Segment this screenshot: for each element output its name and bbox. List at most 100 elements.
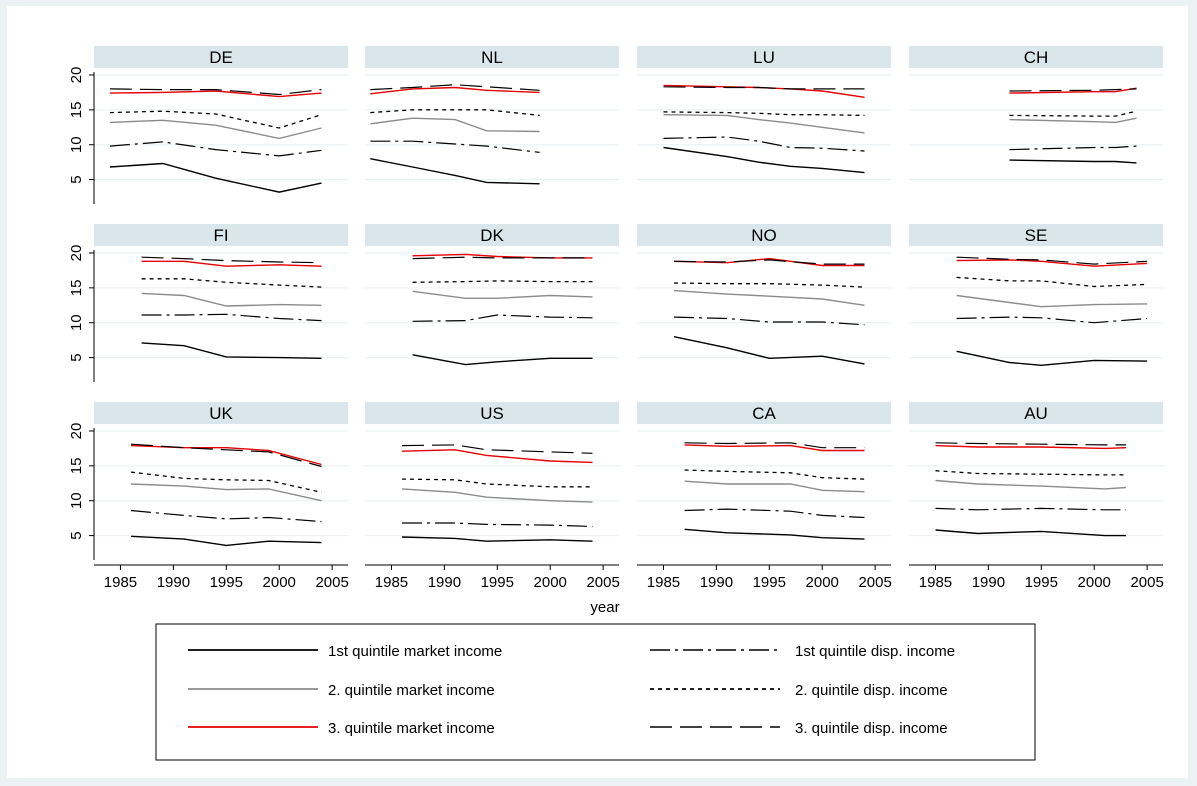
panel-title-se: SE: [1025, 226, 1048, 245]
panel-strip-no: [637, 224, 891, 246]
x-tick-label: 1995: [1025, 574, 1058, 591]
series-line-q3-market-ca: [684, 444, 865, 452]
series-line-q2-disp-ca: [684, 469, 865, 480]
panel-strip-nl: [365, 46, 619, 68]
series-line-q2-disp-de: [109, 110, 322, 129]
x-tick-label: 2000: [1078, 574, 1111, 591]
series-line-q3-disp-se: [956, 256, 1148, 265]
series-line-q2-market-lu: [663, 114, 865, 134]
panel-title-au: AU: [1024, 404, 1048, 423]
x-tick-label: 1990: [972, 574, 1005, 591]
series-line-q2-market-fi: [141, 292, 322, 307]
panel-strip-ca: [637, 402, 891, 424]
panel-strip-au: [909, 402, 1163, 424]
series-line-q3-disp-uk: [130, 443, 322, 468]
series-line-q2-market-au: [935, 479, 1127, 490]
panel-title-us: US: [480, 404, 504, 423]
series-line-q1-disp-se: [956, 316, 1148, 324]
panel-title-dk: DK: [480, 226, 504, 245]
panel-title-fi: FI: [213, 226, 228, 245]
legend-label-q3-disp: 3. quintile disp. income: [795, 720, 948, 737]
series-line-q2-market-dk: [412, 290, 593, 299]
panel-title-ch: CH: [1024, 48, 1049, 67]
series-line-q1-market-no: [673, 336, 865, 365]
y-tick-label: 15: [68, 280, 85, 297]
legend-label-q3-market: 3. quintile market income: [328, 720, 495, 737]
panel-strip-uk: [94, 402, 348, 424]
panel-strip-dk: [365, 224, 619, 246]
series-line-q2-disp-fi: [141, 278, 322, 288]
small-multiples-line-chart: DE 5 10 15 20 NL LU CH FI 5 10 15 20 DK NO SE UK 5 10 15 20 1…: [68, 46, 1164, 761]
series-line-q1-disp-us: [402, 522, 593, 528]
series-line-q3-disp-ch: [1009, 88, 1137, 92]
x-tick-label: 1990: [157, 574, 190, 591]
series-line-q1-disp-ch: [1009, 145, 1137, 151]
panel-strip-lu: [637, 46, 891, 68]
y-tick-label: 10: [68, 136, 85, 153]
series-line-q1-market-se: [956, 350, 1148, 367]
series-line-q1-market-ca: [684, 528, 865, 540]
panel-title-ca: CA: [752, 404, 776, 423]
chart-figure: DE 5 10 15 20 NL LU CH FI 5 10 15 20 DK NO SE UK 5 10 15 20 1…: [7, 6, 1188, 778]
series-line-q1-market-lu: [663, 146, 865, 174]
series-line-q2-market-ca: [684, 480, 865, 493]
series-line-q3-market-nl: [370, 86, 540, 95]
series-line-q3-disp-lu: [663, 86, 865, 90]
x-tick-label: 2005: [1130, 574, 1163, 591]
series-line-q2-disp-uk: [130, 471, 322, 493]
series-line-q3-disp-dk: [412, 256, 593, 260]
series-line-q2-market-us: [401, 488, 593, 503]
x-tick-label: 2005: [315, 574, 348, 591]
x-tick-label: 2000: [534, 574, 567, 591]
legend-label-q2-disp: 2. quintile disp. income: [795, 682, 948, 699]
legend-label-q1-disp: 1st quintile disp. income: [795, 643, 955, 660]
panel-strip-us: [365, 402, 619, 424]
series-line-q2-market-nl: [370, 117, 540, 133]
series-line-q3-market-us: [401, 449, 593, 464]
panel-title-uk: UK: [209, 404, 233, 423]
series-line-q3-market-de: [109, 90, 322, 98]
y-tick-label: 20: [68, 67, 85, 84]
y-tick-label: 5: [68, 531, 85, 539]
x-tick-label: 1995: [481, 574, 514, 591]
series-line-q1-market-fi: [141, 342, 322, 359]
series-line-q2-market-uk: [130, 483, 322, 502]
series-line-q1-market-ch: [1009, 159, 1137, 164]
series-line-q1-market-uk: [130, 535, 322, 547]
series-line-q2-market-ch: [1009, 117, 1137, 124]
series-line-q2-disp-dk: [412, 280, 593, 283]
series-line-q3-disp-fi: [141, 256, 322, 264]
x-tick-label: 1985: [104, 574, 137, 591]
series-line-q1-market-au: [935, 529, 1126, 537]
series-line-q3-disp-nl: [370, 84, 540, 91]
x-tick-label: 2005: [858, 574, 891, 591]
legend-label-q2-market: 2. quintile market income: [328, 682, 495, 699]
x-tick-label: 2005: [586, 574, 619, 591]
panel-strip-ch: [909, 46, 1163, 68]
x-tick-label: 1985: [647, 574, 680, 591]
series-line-q1-disp-dk: [412, 314, 593, 322]
series-line-q2-market-se: [956, 294, 1148, 308]
series-line-q3-market-fi: [141, 260, 322, 267]
series-line-q3-disp-de: [109, 88, 322, 96]
series-line-q2-market-no: [673, 289, 865, 306]
x-axis-title: year: [590, 599, 619, 616]
y-tick-label: 10: [68, 314, 85, 331]
x-tick-label: 1985: [919, 574, 952, 591]
series-line-q2-disp-us: [401, 478, 593, 488]
x-tick-label: 1990: [428, 574, 461, 591]
series-line-q3-disp-au: [935, 442, 1126, 446]
legend-box: [155, 623, 1036, 761]
series-line-q2-market-de: [109, 119, 322, 140]
series-line-q1-disp-au: [935, 507, 1126, 511]
y-tick-label: 20: [68, 245, 85, 262]
legend-label-q1-market: 1st quintile market income: [328, 643, 502, 660]
x-tick-label: 1990: [700, 574, 733, 591]
series-line-q1-disp-no: [673, 316, 865, 326]
series-line-q1-market-dk: [412, 354, 593, 366]
series-line-q1-market-us: [401, 536, 593, 542]
series-line-q2-disp-au: [935, 470, 1126, 476]
y-tick-label: 10: [68, 492, 85, 509]
panel-title-lu: LU: [753, 48, 775, 67]
series-line-q3-market-au: [935, 444, 1127, 450]
